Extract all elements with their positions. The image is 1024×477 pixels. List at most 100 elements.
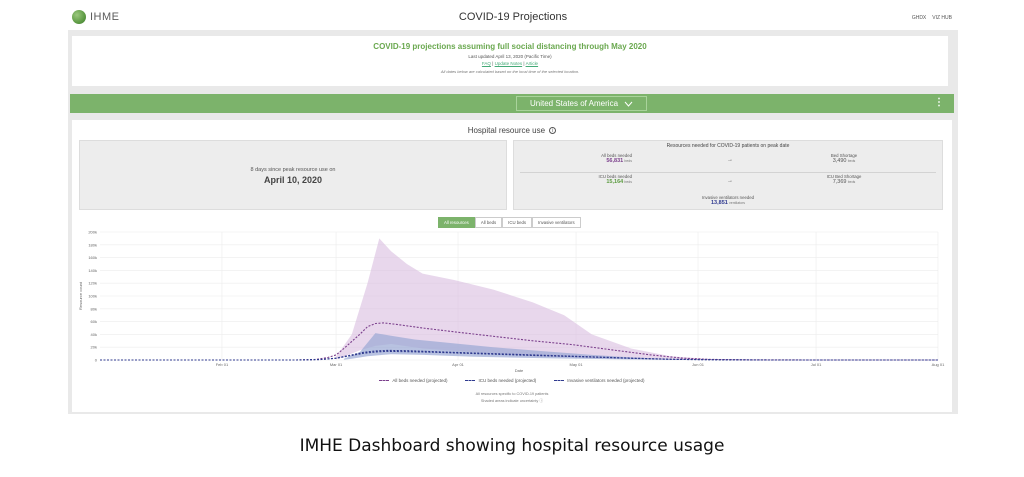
divider — [520, 172, 936, 173]
all-beds-unit: beds — [624, 159, 632, 163]
uncertainty-band — [343, 333, 710, 360]
location-select[interactable]: United States of America — [516, 96, 647, 111]
peak-date: April 10, 2020 — [263, 175, 323, 185]
top-link-ghdx[interactable]: GHDX — [911, 15, 927, 21]
uncertainty-band — [336, 238, 769, 360]
y-tick-label: 0 — [95, 358, 98, 363]
peak-summary-box: 8 days since peak resource use on April … — [79, 140, 507, 210]
hospital-resource-card: Hospital resource use i 8 days since pea… — [72, 120, 952, 412]
legend-label: All beds needed (projected) — [392, 378, 448, 383]
y-tick-label: 120k — [88, 281, 97, 286]
all-beds-row: All beds needed 56,831 beds → Bed Shorta… — [522, 153, 934, 173]
section-title: Hospital resource use i — [72, 126, 952, 135]
link-separator: | — [490, 61, 495, 66]
y-tick-label: 20k — [91, 345, 97, 350]
icu-shortage-value: 7,369 — [832, 179, 847, 185]
section-title-text: Hospital resource use — [467, 126, 546, 135]
tab-all-beds[interactable]: All beds — [474, 217, 503, 228]
bed-shortage-value: 3,490 — [832, 158, 847, 164]
x-tick-label: Aug 01 — [932, 362, 945, 367]
info-icon[interactable]: i — [549, 127, 557, 134]
y-tick-label: 200k — [88, 230, 97, 235]
all-beds-label: All beds needed — [601, 153, 632, 158]
location-value: United States of America — [529, 99, 619, 108]
x-tick-label: May 01 — [569, 362, 583, 367]
legend-swatch — [465, 380, 476, 381]
y-tick-label: 160k — [88, 255, 97, 260]
y-tick-label: 60k — [91, 319, 97, 324]
y-tick-label: 80k — [91, 306, 97, 311]
resource-chart[interactable]: 0 20k 40k 60k 80k 100k 120k 140k 160k 180k 200k Feb… — [72, 228, 952, 378]
ventilators-unit: ventilators — [729, 201, 745, 205]
tab-icu-beds[interactable]: ICU beds — [502, 217, 533, 228]
x-tick-label: Feb 01 — [216, 362, 229, 367]
top-links: GHDX VIZ HUB — [912, 15, 952, 21]
arrow-right-icon: → — [727, 157, 733, 163]
legend-swatch — [554, 380, 565, 381]
header-card: COVID-19 projections assuming full socia… — [72, 36, 948, 86]
y-tick-label: 180k — [88, 242, 97, 247]
ihme-logo[interactable]: IHME — [72, 10, 120, 24]
series-line — [100, 322, 938, 361]
resource-filter-tabs: All resources All beds ICU beds Invasive… — [438, 217, 581, 228]
bed-shortage-label: Bed Shortage — [830, 153, 858, 158]
legend-item-ventilators[interactable]: Invasive ventilators needed (projected) — [554, 378, 645, 383]
ventilators-label: Invasive ventilators needed — [701, 195, 755, 200]
ventilators-needed: Invasive ventilators needed 13,851 venti… — [514, 195, 942, 206]
app-title: COVID-19 Projections — [458, 11, 568, 23]
header-links: FAQ | Update Notes | Article — [72, 61, 948, 66]
y-tick-label: 40k — [91, 332, 97, 337]
globe-logo-icon — [72, 10, 86, 24]
more-options-icon[interactable]: ⋮ — [934, 97, 944, 108]
series-line — [100, 350, 938, 361]
top-bar: IHME COVID-19 Projections GHDX VIZ HUB — [68, 6, 958, 30]
footnote-uncertainty: Shaded areas indicate uncertainty ⓘ — [480, 399, 544, 403]
timezone-note: All dates below are calculated based on … — [440, 69, 580, 74]
footnote-resources: All resources specific to COVID-19 patie… — [475, 392, 549, 396]
chevron-down-icon — [624, 101, 633, 107]
legend-item-all-beds[interactable]: All beds needed (projected) — [379, 378, 447, 383]
y-tick-label: 140k — [88, 268, 97, 273]
icu-beds-value: 15,164 — [606, 179, 624, 185]
x-axis-label: Date — [515, 368, 524, 373]
bed-shortage: Bed Shortage 3,490 beds — [794, 153, 894, 164]
x-tick-label: Jun 01 — [692, 362, 705, 367]
all-beds-value: 56,831 — [606, 158, 624, 164]
top-link-viz-hub[interactable]: VIZ HUB — [932, 15, 952, 21]
x-tick-label: Apr 01 — [452, 362, 465, 367]
x-tick-label: Mar 01 — [330, 362, 343, 367]
legend-swatch — [379, 380, 390, 381]
icu-beds-needed: ICU beds needed 15,164 beds — [522, 174, 632, 185]
figure-caption: IMHE Dashboard showing hospital resource… — [299, 436, 725, 456]
y-tick-label: 100k — [88, 294, 97, 299]
y-axis-label: Resource count — [78, 281, 83, 310]
bed-shortage-unit: beds — [847, 159, 856, 163]
link-separator: | — [522, 61, 526, 66]
ventilators-value: 13,851 — [711, 200, 728, 206]
icu-shortage: ICU Bed Shortage 7,369 beds — [794, 174, 894, 185]
chart-legend: All beds needed (projected) ICU beds nee… — [72, 378, 952, 383]
logo-text: IHME — [90, 11, 120, 23]
icu-shortage-label: ICU Bed Shortage — [826, 174, 862, 179]
icu-beds-row: ICU beds needed 15,164 beds → ICU Bed Sh… — [522, 174, 934, 194]
peak-label: 8 days since peak resource use on — [250, 167, 336, 173]
article-link[interactable]: Article — [525, 61, 539, 66]
icu-shortage-unit: beds — [847, 180, 856, 184]
resources-title: Resources needed for COVID-19 patients o… — [666, 143, 790, 149]
legend-label: ICU beds needed (projected) — [478, 378, 537, 383]
faq-link[interactable]: FAQ — [481, 61, 491, 66]
location-bar: United States of America ⋮ — [70, 94, 954, 113]
legend-label: Invasive ventilators needed (projected) — [567, 378, 645, 383]
last-updated: Last updated April 13, 2020 (Pacific Tim… — [468, 54, 552, 59]
resources-box: Resources needed for COVID-19 patients o… — [513, 140, 943, 210]
x-tick-label: Jul 01 — [811, 362, 822, 367]
all-beds-needed: All beds needed 56,831 beds — [522, 153, 632, 164]
tab-invasive-ventilators[interactable]: Invasive ventilators — [532, 217, 581, 228]
legend-item-icu-beds[interactable]: ICU beds needed (projected) — [465, 378, 536, 383]
headline: COVID-19 projections assuming full socia… — [373, 42, 647, 51]
icu-beds-unit: beds — [624, 180, 632, 184]
arrow-right-icon: → — [727, 178, 733, 184]
update-notes-link[interactable]: Update Notes — [494, 61, 523, 66]
tab-all-resources[interactable]: All resources — [438, 217, 475, 228]
